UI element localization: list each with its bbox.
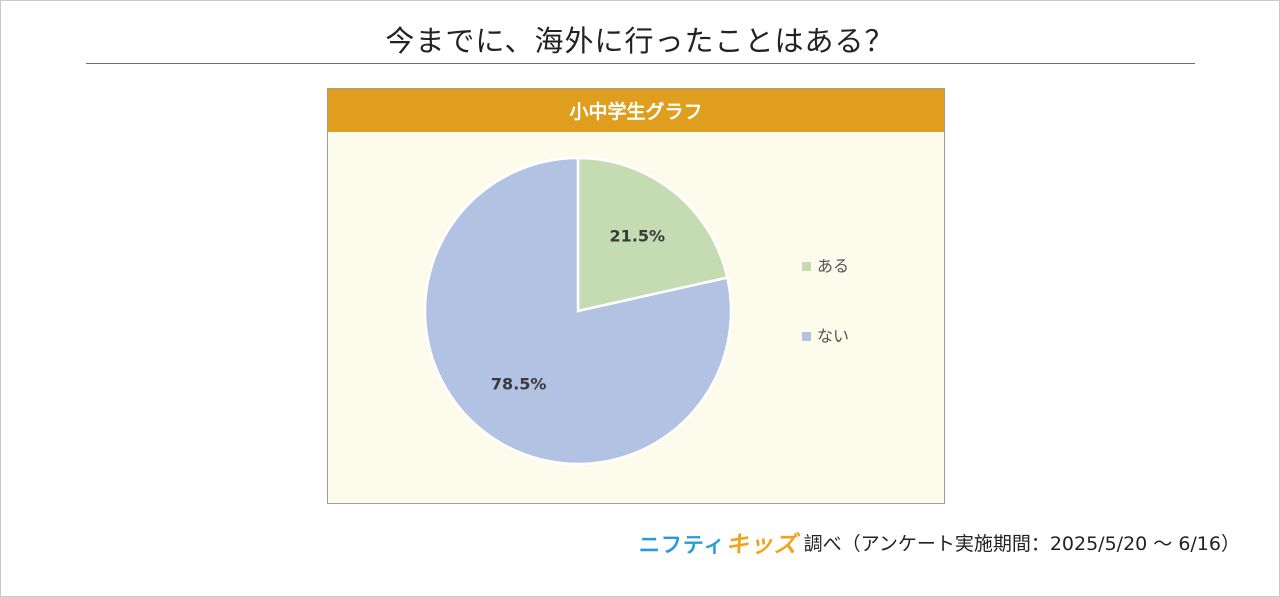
source-text: 調べ（アンケート実施期間：2025/5/20 ～ 6/16） <box>803 532 1240 555</box>
pie-slice-1 <box>576 156 729 313</box>
title-divider <box>86 63 1195 64</box>
pie-slice-2 <box>423 156 733 466</box>
nifty-kids-logo: ニフティ キッズ <box>639 525 798 559</box>
slice-value-label-2: 78.5% <box>491 375 547 394</box>
source-footer: ニフティ キッズ 調べ（アンケート実施期間：2025/5/20 ～ 6/16） <box>639 525 1240 559</box>
chart-header: 小中学生グラフ <box>328 89 944 132</box>
logo-text-kids: キッズ <box>725 532 798 558</box>
chart-panel: 小中学生グラフ 21.5% 78.5% あるない <box>327 88 945 504</box>
legend-label-1: ある <box>817 257 849 276</box>
page-title: 今までに、海外に行ったことはある？ <box>385 24 895 58</box>
logo-text-nifty: ニフティ <box>638 533 726 557</box>
legend-label-2: ない <box>817 327 849 346</box>
slice-value-label-1: 21.5% <box>610 226 666 245</box>
legend-swatch-2 <box>802 332 811 341</box>
legend-swatch-1 <box>802 262 811 271</box>
